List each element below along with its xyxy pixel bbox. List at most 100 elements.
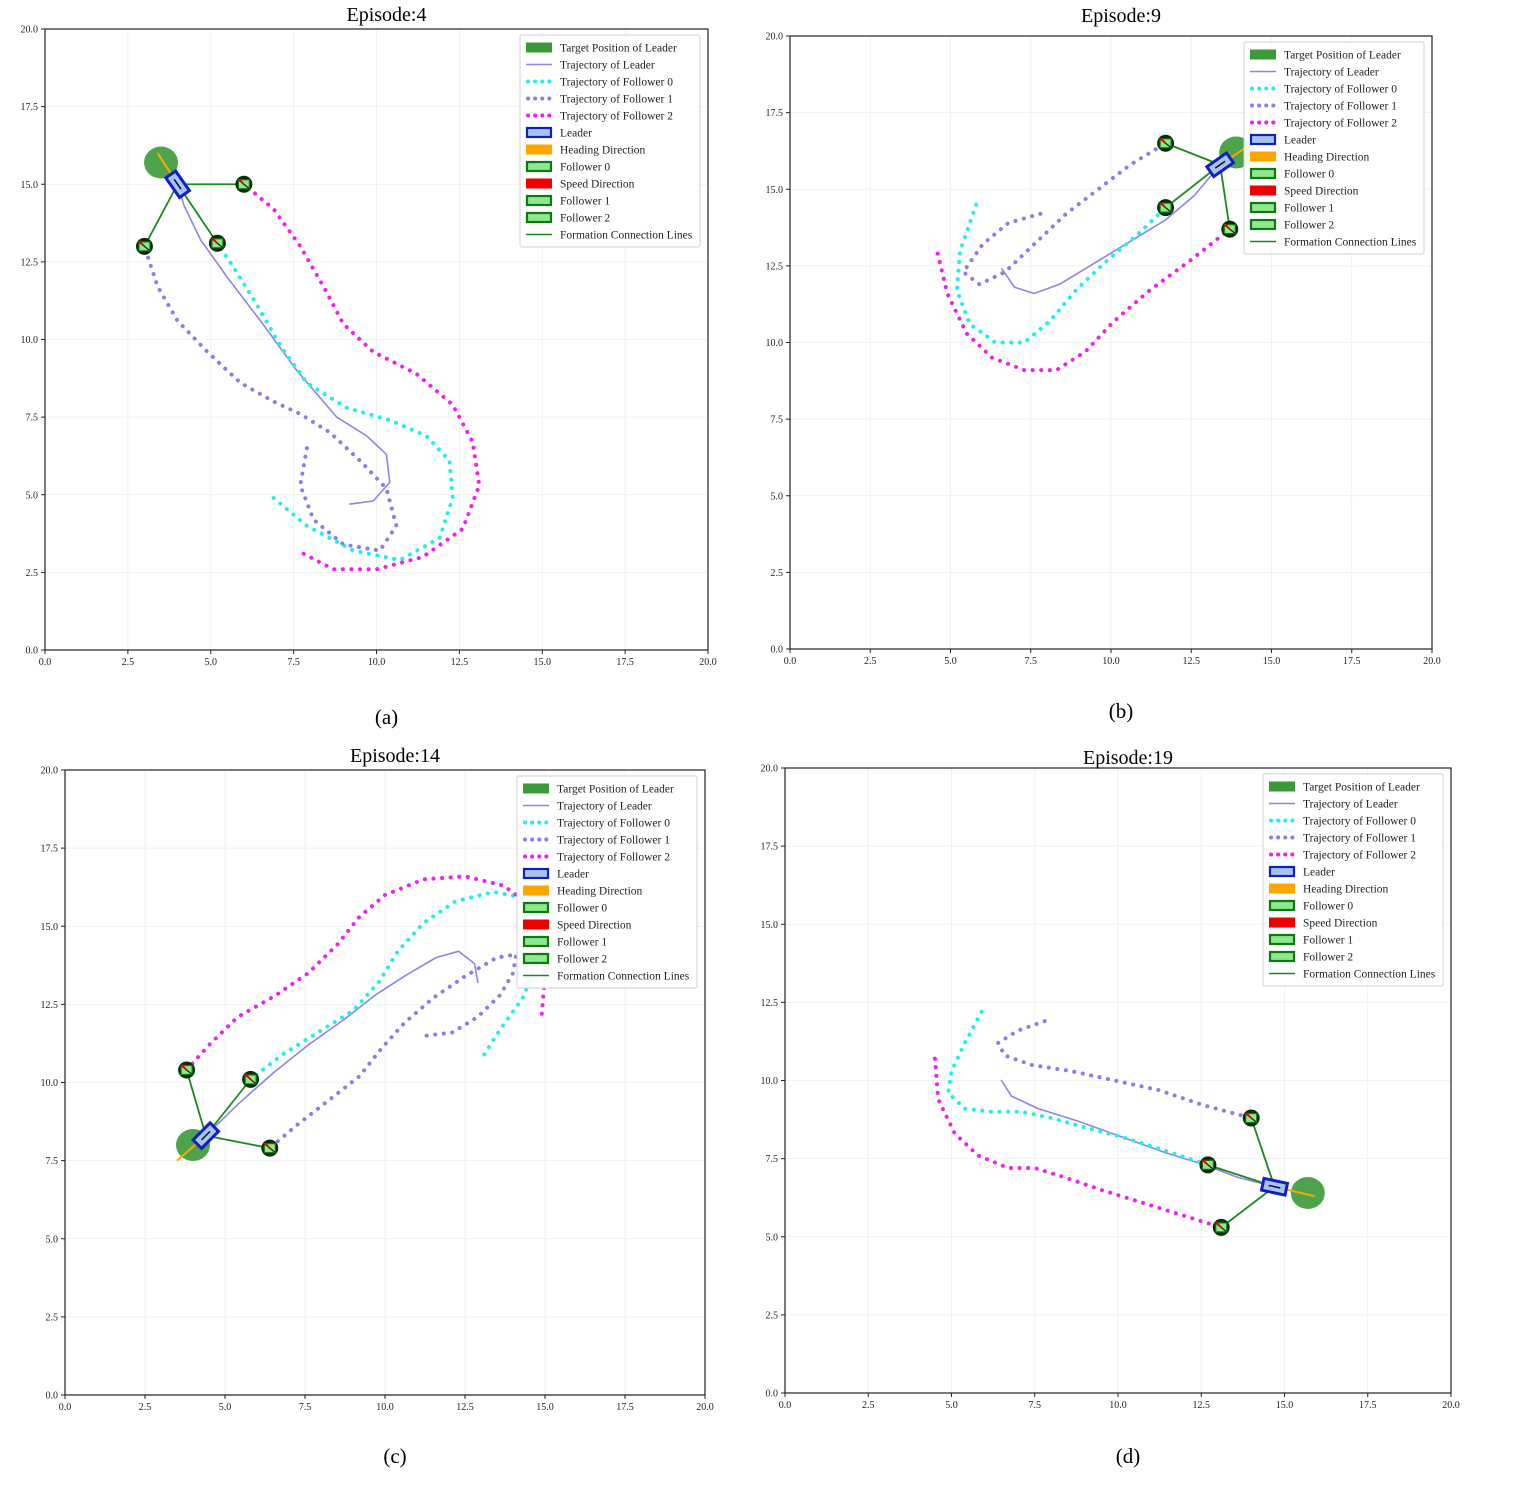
legend-label: Follower 1 xyxy=(560,196,610,208)
follower-1-trajectory xyxy=(961,141,1168,287)
y-tick-label: 15.0 xyxy=(41,922,59,933)
legend-item: Trajectory of Leader xyxy=(523,801,652,813)
legend-item: Heading Direction xyxy=(1250,151,1370,164)
y-tick-label: 17.5 xyxy=(41,844,59,855)
legend-swatch xyxy=(523,919,549,930)
legend-box xyxy=(519,34,701,248)
legend-item: Follower 1 xyxy=(522,935,607,949)
legend-item: Follower 0 xyxy=(522,901,607,915)
legend-item: Leader xyxy=(1268,865,1335,879)
leader-trajectory xyxy=(205,950,479,1137)
x-tick-label: 15.0 xyxy=(1263,656,1281,667)
leader-mark xyxy=(201,1130,211,1141)
legend-swatch xyxy=(523,885,549,896)
legend-label: Trajectory of Follower 0 xyxy=(1284,84,1397,96)
legend-swatch xyxy=(1269,781,1295,792)
legend-label: Heading Direction xyxy=(1303,884,1389,896)
x-tick-label: 10.0 xyxy=(376,1402,394,1413)
legend-label: Speed Direction xyxy=(557,920,632,932)
y-tick-label: 10.0 xyxy=(761,1076,779,1087)
legend-label: Target Position of Leader xyxy=(1303,782,1420,794)
legend-item: Heading Direction xyxy=(523,885,643,898)
legend-item: Trajectory of Follower 1 xyxy=(523,835,670,847)
follower-2-trajectory xyxy=(932,1056,1224,1230)
chart-panel-0: 0.0 2.5 5.0 7.5 10.0 12.5 15.0 17.5 20.0 0.0 2.5 5.… xyxy=(21,4,717,668)
legend-item: Speed Direction xyxy=(1269,917,1378,930)
y-tick-label: 2.5 xyxy=(26,568,39,579)
target-position-marker xyxy=(1290,1177,1325,1209)
x-tick-label: 2.5 xyxy=(122,657,135,668)
formation-connection-line xyxy=(1250,1117,1276,1188)
legend-item: Target Position of Leader xyxy=(523,783,674,796)
legend-label: Trajectory of Follower 1 xyxy=(557,835,670,847)
legend-swatch xyxy=(522,867,550,880)
x-tick-label: 20.0 xyxy=(1442,1400,1460,1411)
x-tick-label: 10.0 xyxy=(1109,1400,1127,1411)
leader-marker xyxy=(1204,150,1236,179)
x-tick-label: 5.0 xyxy=(945,1400,958,1411)
legend-label: Leader xyxy=(1303,867,1335,879)
y-tick-label: 10.0 xyxy=(766,338,784,349)
y-tick-label: 5.0 xyxy=(26,490,39,501)
x-tick-label: 7.5 xyxy=(1025,656,1038,667)
legend-item: Leader xyxy=(522,867,589,881)
legend-label: Trajectory of Follower 0 xyxy=(560,77,673,89)
legend-label: Heading Direction xyxy=(557,886,643,898)
formation-connection-line xyxy=(1220,1186,1276,1229)
legend-label: Formation Connection Lines xyxy=(560,230,693,242)
legend-swatch xyxy=(1269,917,1295,928)
legend-label: Trajectory of Follower 2 xyxy=(560,111,673,123)
legend-item: Target Position of Leader xyxy=(1250,49,1401,62)
legend-label: Formation Connection Lines xyxy=(1303,969,1436,981)
follower-2-marker xyxy=(1212,1218,1230,1236)
follower-1-trajectory xyxy=(996,1019,1254,1120)
y-tick-label: 0.0 xyxy=(46,1391,59,1402)
leader-mark xyxy=(173,178,182,190)
legend-item: Follower 2 xyxy=(522,952,607,966)
legend-swatch xyxy=(522,935,550,948)
legend-swatch xyxy=(525,194,553,207)
x-tick-label: 12.5 xyxy=(456,1402,474,1413)
follower-2-speed-arrow xyxy=(238,178,245,185)
legend-item: Formation Connection Lines xyxy=(526,230,693,242)
x-tick-label: 15.0 xyxy=(534,657,552,668)
legend-swatch xyxy=(522,952,550,965)
legend-swatch xyxy=(526,144,552,155)
x-tick-label: 12.5 xyxy=(1183,656,1201,667)
x-tick-label: 5.0 xyxy=(205,657,218,668)
y-tick-label: 20.0 xyxy=(21,25,39,36)
formation-connection-line xyxy=(1165,142,1221,166)
leader-marker xyxy=(163,168,192,200)
legend-label: Leader xyxy=(1284,135,1316,147)
follower-0-trajectory xyxy=(946,1009,1210,1167)
y-tick-label: 17.5 xyxy=(766,108,784,119)
legend-label: Leader xyxy=(557,869,589,881)
follower-1-speed-arrow xyxy=(1224,223,1231,230)
y-tick-label: 5.0 xyxy=(46,1234,59,1245)
chart-legend: Target Position of Leader Trajectory of L… xyxy=(1262,773,1444,987)
follower-0-speed-arrow xyxy=(1202,1159,1209,1166)
x-tick-label: 17.5 xyxy=(616,1402,634,1413)
legend-label: Target Position of Leader xyxy=(557,784,674,796)
legend-item: Trajectory of Follower 2 xyxy=(1269,850,1416,862)
formation-connection-line xyxy=(143,183,179,247)
y-tick-label: 0.0 xyxy=(771,645,784,656)
legend-item: Target Position of Leader xyxy=(526,42,677,55)
x-tick-label: 5.0 xyxy=(944,656,957,667)
legend-swatch xyxy=(1249,201,1277,214)
x-tick-label: 10.0 xyxy=(368,657,386,668)
chart-title: Episode:9 xyxy=(1081,5,1161,27)
chart-title: Episode:19 xyxy=(1083,747,1173,769)
chart-legend: Target Position of Leader Trajectory of L… xyxy=(1243,41,1425,255)
legend-swatch xyxy=(1268,933,1296,946)
legend-swatch xyxy=(1268,865,1296,878)
legend-item: Trajectory of Follower 2 xyxy=(1250,118,1397,130)
follower-0-trajectory xyxy=(248,889,544,1082)
y-tick-label: 15.0 xyxy=(766,185,784,196)
legend-item: Formation Connection Lines xyxy=(523,971,690,983)
legend-item: Follower 2 xyxy=(1249,218,1334,232)
legend-label: Trajectory of Follower 2 xyxy=(557,852,670,864)
x-tick-label: 20.0 xyxy=(1423,656,1441,667)
x-tick-label: 17.5 xyxy=(616,657,634,668)
legend-box xyxy=(516,775,698,989)
